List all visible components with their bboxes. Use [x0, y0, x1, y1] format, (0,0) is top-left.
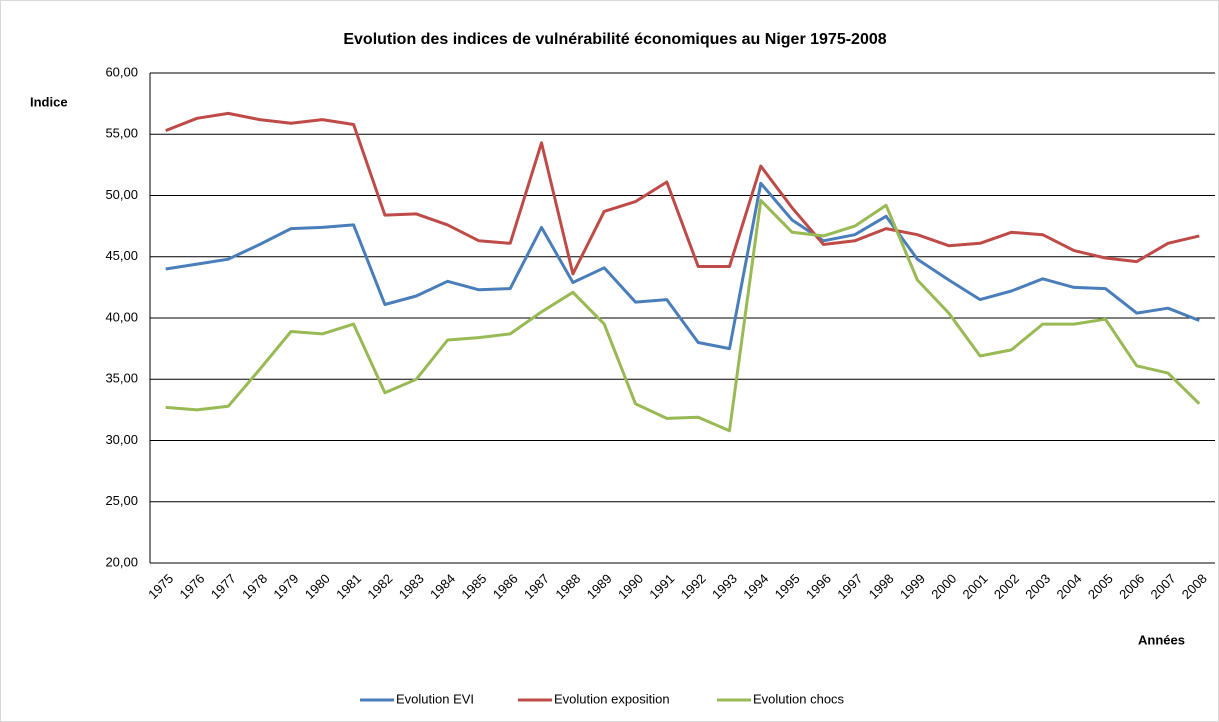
- y-tick-label: 45,00: [105, 248, 138, 263]
- series-line: [165, 198, 1201, 433]
- y-tick-label: 35,00: [105, 371, 138, 386]
- y-axis-label: Indice: [30, 94, 68, 109]
- y-tick-label: 40,00: [105, 309, 138, 324]
- series-line: [165, 181, 1200, 351]
- chart-title: Evolution des indices de vulnérabilité é…: [343, 31, 886, 48]
- series-line: [165, 111, 1200, 276]
- y-tick-label: 20,00: [105, 554, 138, 569]
- legend-label: Evolution EVI: [396, 691, 474, 706]
- y-tick-label: 60,00: [105, 64, 138, 79]
- y-tick-label: 30,00: [105, 432, 138, 447]
- y-tick-label: 55,00: [105, 126, 138, 141]
- legend-label: Evolution exposition: [554, 691, 670, 706]
- x-axis-label: Années: [1138, 632, 1185, 647]
- y-tick-label: 50,00: [105, 187, 138, 202]
- y-tick-label: 25,00: [105, 493, 138, 508]
- legend-label: Evolution chocs: [753, 691, 845, 706]
